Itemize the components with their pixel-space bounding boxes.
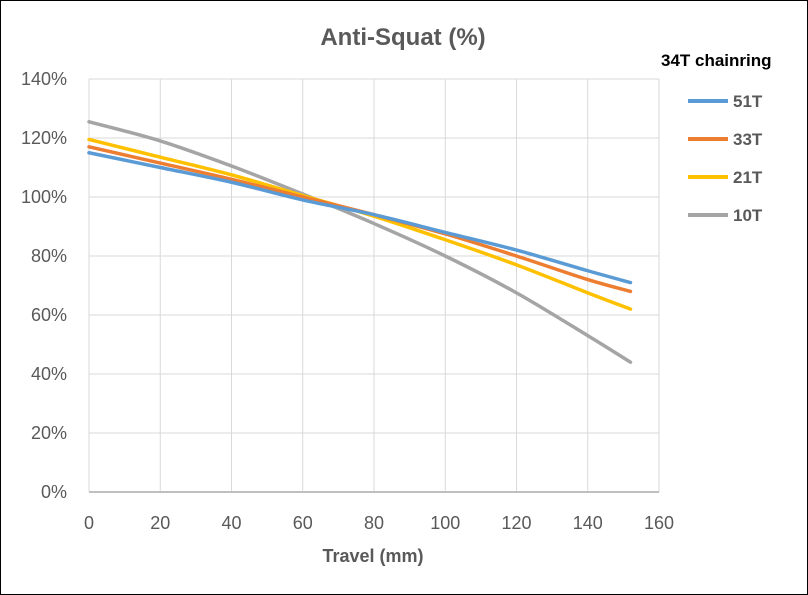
legend-label-21t: 21T — [733, 168, 763, 187]
legend-label-51t: 51T — [733, 92, 763, 111]
chart-title: Anti-Squat (%) — [320, 24, 485, 51]
series-lines — [87, 120, 633, 364]
x-axis-ticks: 0 20 40 60 80 100 120 140 160 — [84, 513, 674, 533]
x-tick-label: 120 — [501, 513, 531, 533]
x-axis-title: Travel (mm) — [322, 546, 423, 566]
legend-title: 34T chainring — [661, 51, 772, 70]
series-line-10t — [87, 120, 633, 364]
x-tick-label: 60 — [293, 513, 313, 533]
y-tick-label: 100% — [21, 187, 67, 207]
y-axis-ticks: 0% 20% 40% 60% 80% 100% 120% 140% — [21, 69, 67, 502]
grid — [88, 78, 660, 493]
y-tick-label: 20% — [31, 423, 67, 443]
y-tick-label: 40% — [31, 364, 67, 384]
y-tick-label: 140% — [21, 69, 67, 89]
x-tick-label: 80 — [364, 513, 384, 533]
legend-label-10t: 10T — [733, 206, 763, 225]
series-line-51t — [87, 151, 633, 285]
x-tick-label: 40 — [221, 513, 241, 533]
x-tick-label: 0 — [84, 513, 94, 533]
legend-label-33t: 33T — [733, 130, 763, 149]
legend: 51T 33T 21T 10T — [688, 92, 763, 225]
y-tick-label: 80% — [31, 246, 67, 266]
x-tick-label: 100 — [430, 513, 460, 533]
y-tick-label: 0% — [41, 482, 67, 502]
y-tick-label: 120% — [21, 128, 67, 148]
x-tick-label: 140 — [573, 513, 603, 533]
x-tick-label: 20 — [150, 513, 170, 533]
x-tick-label: 160 — [644, 513, 674, 533]
y-tick-label: 60% — [31, 305, 67, 325]
